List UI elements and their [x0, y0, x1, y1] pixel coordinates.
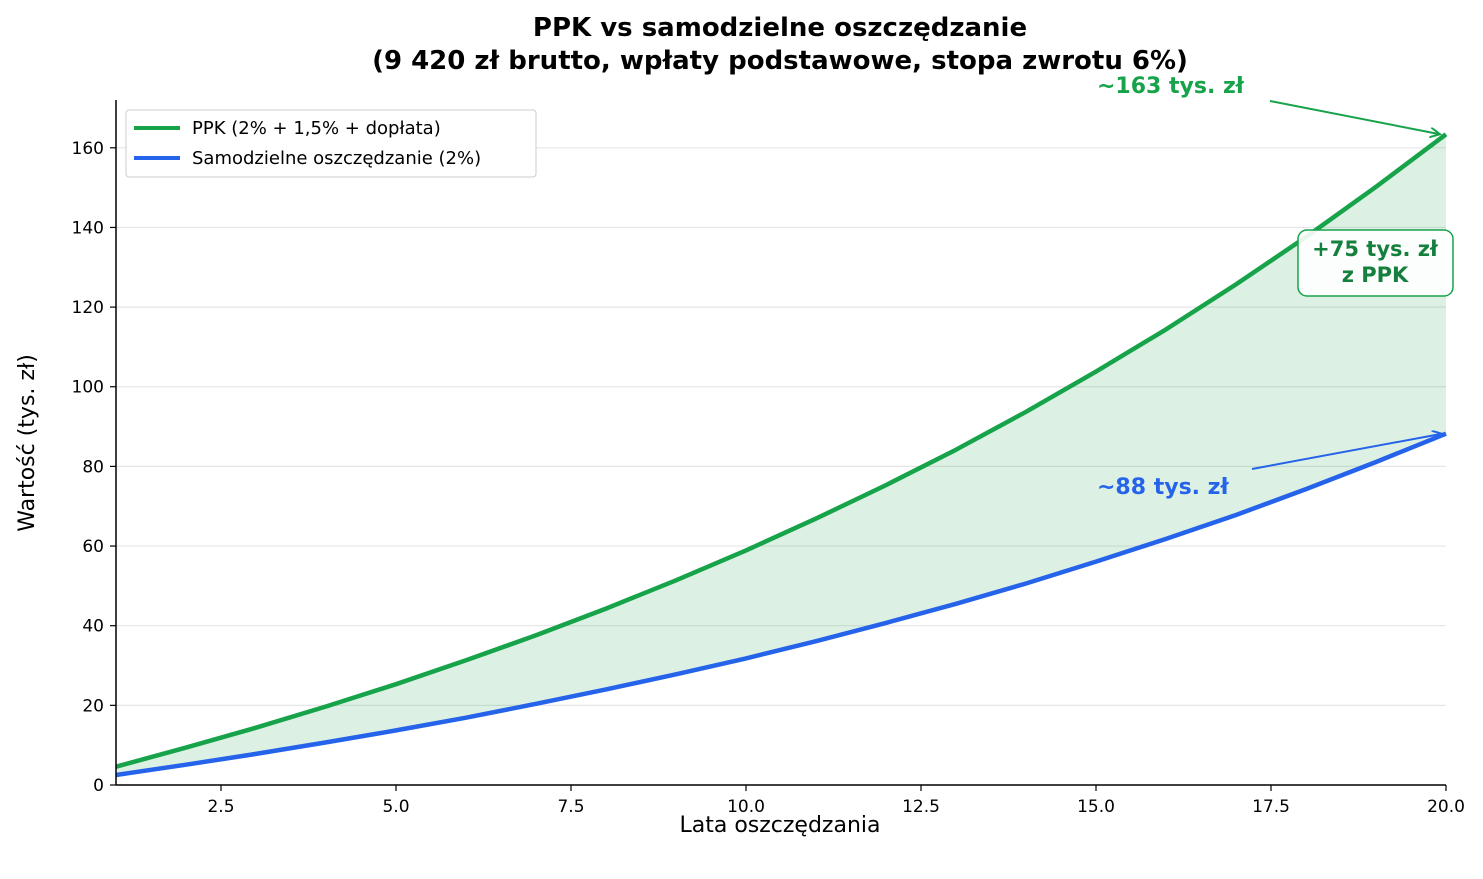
x-tick-label: 20.0 — [1427, 797, 1465, 817]
y-tick-label: 120 — [72, 298, 104, 318]
y-tick-label: 80 — [82, 457, 104, 477]
legend-label-samodzielne: Samodzielne oszczędzanie (2%) — [192, 148, 481, 169]
x-ticks: 2.5 5.0 7.5 10.0 12.5 15.0 17.5 20.0 — [207, 785, 1465, 817]
y-tick-label: 40 — [82, 617, 104, 637]
annotation-arrow-ppk — [1269, 100, 1440, 134]
series-line-samodzielne — [115, 431, 1447, 778]
annotation-ppk-final: ~163 tys. zł — [1097, 74, 1245, 99]
y-tick-label: 20 — [82, 696, 104, 716]
chart-title-line2: (9 420 zł brutto, wpłaty podstawowe, sto… — [372, 46, 1188, 76]
x-tick-label: 7.5 — [557, 797, 584, 817]
series-line-ppk — [115, 132, 1448, 769]
annotation-arrow-samodzielne — [1251, 434, 1442, 470]
x-tick-label: 15.0 — [1077, 797, 1115, 817]
difference-area — [116, 134, 1446, 776]
x-tick-label: 5.0 — [382, 797, 409, 817]
legend-box — [125, 109, 537, 178]
y-tick-label: 60 — [82, 537, 104, 557]
y-axis-label: Wartość (tys. zł) — [15, 354, 40, 532]
y-tick-label: 0 — [93, 776, 104, 796]
annotation-samodzielne-final: ~88 tys. zł — [1097, 475, 1229, 500]
y-tick-label: 100 — [72, 378, 104, 398]
x-axis-label: Lata oszczędzania — [679, 813, 880, 838]
y-tick-label: 140 — [72, 218, 104, 238]
x-tick-label: 17.5 — [1252, 797, 1290, 817]
x-tick-label: 2.5 — [207, 797, 234, 817]
y-tick-label: 160 — [72, 139, 104, 159]
legend: PPK (2% + 1,5% + dopłata) Samodzielne os… — [125, 109, 537, 178]
x-tick-label: 12.5 — [902, 797, 940, 817]
difference-text-line1: +75 tys. zł — [1312, 237, 1439, 261]
difference-box — [1297, 229, 1454, 297]
difference-text-line2: z PPK — [1342, 263, 1409, 287]
annotation-difference-box: +75 tys. zł z PPK — [1297, 229, 1454, 297]
legend-label-ppk: PPK (2% + 1,5% + dopłata) — [192, 118, 441, 139]
y-ticks: 0 20 40 60 80 100 120 140 160 — [72, 139, 116, 796]
grid-lines — [116, 147, 1446, 706]
x-tick-label: 10.0 — [727, 797, 765, 817]
chart-title-line1: PPK vs samodzielne oszczędzanie — [533, 13, 1027, 43]
